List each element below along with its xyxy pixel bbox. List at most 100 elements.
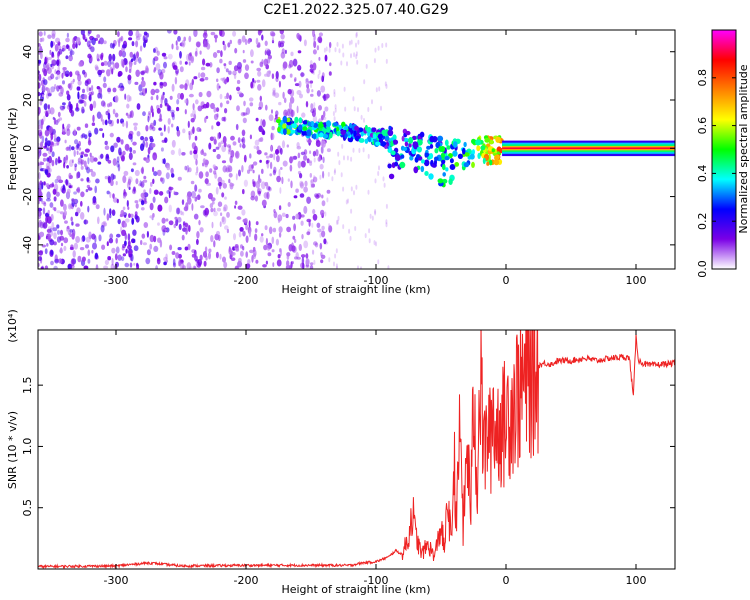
noise-speckle — [81, 106, 85, 114]
noise-speckle — [44, 141, 48, 148]
noise-speckle — [147, 115, 150, 123]
colorbar-ticks: 0.0 0.2 0.4 0.6 0.8 — [696, 69, 736, 278]
noise-speckle — [178, 148, 182, 157]
noise-speckle — [153, 81, 157, 86]
noise-speckle — [143, 222, 149, 228]
noise-speckle — [343, 155, 345, 161]
noise-speckle — [189, 52, 192, 57]
noise-speckle — [280, 33, 285, 40]
snr-frame — [37, 329, 676, 570]
noise-speckle — [245, 263, 251, 269]
noise-speckle — [288, 108, 293, 114]
ridge-blob — [302, 126, 308, 131]
noise-speckle — [230, 135, 235, 141]
noise-speckle — [65, 154, 69, 161]
noise-speckle — [135, 178, 139, 185]
noise-speckle — [103, 60, 108, 66]
noise-speckle — [59, 247, 63, 254]
noise-speckle — [272, 87, 276, 94]
noise-speckle — [208, 248, 212, 253]
noise-speckle — [200, 149, 205, 155]
noise-speckle — [110, 145, 115, 153]
ridge-blob — [381, 129, 388, 136]
noise-speckle — [190, 180, 195, 185]
noise-speckle — [164, 137, 168, 144]
noise-speckle — [68, 101, 72, 108]
noise-speckle — [190, 117, 195, 123]
noise-speckle — [234, 244, 239, 249]
ridge-blob — [442, 164, 446, 171]
noise-speckle — [145, 257, 151, 265]
noise-speckle — [73, 149, 76, 157]
noise-speckle — [107, 87, 111, 93]
noise-speckle — [42, 222, 48, 229]
noise-speckle — [255, 221, 259, 226]
noise-speckle — [357, 107, 359, 113]
noise-speckle — [158, 118, 163, 122]
noise-speckle — [80, 134, 84, 139]
noise-speckle — [109, 132, 114, 138]
noise-speckle — [312, 150, 316, 157]
noise-speckle — [218, 142, 222, 148]
noise-speckle — [190, 129, 193, 136]
noise-speckle — [89, 155, 95, 163]
noise-speckle — [234, 47, 238, 54]
noise-speckle — [124, 143, 130, 151]
noise-speckle — [309, 150, 312, 154]
noise-speckle — [143, 175, 147, 180]
noise-speckle — [264, 50, 267, 56]
noise-speckle — [209, 203, 214, 209]
noise-speckle — [118, 39, 121, 48]
noise-speckle — [38, 107, 41, 115]
noise-speckle — [196, 238, 199, 245]
noise-speckle — [234, 205, 237, 209]
noise-speckle — [52, 142, 58, 147]
noise-speckle — [279, 248, 282, 253]
noise-speckle — [110, 179, 114, 186]
noise-speckle — [240, 250, 244, 257]
ridge-blob — [420, 165, 425, 173]
ridge-blob — [469, 153, 475, 160]
noise-speckle — [160, 177, 163, 182]
noise-speckle — [53, 232, 57, 240]
noise-speckle — [257, 30, 262, 36]
noise-speckle — [183, 36, 186, 42]
noise-speckle — [273, 166, 277, 174]
noise-speckle — [348, 40, 351, 46]
noise-speckle — [266, 183, 269, 190]
noise-speckle — [202, 103, 208, 109]
noise-speckle — [167, 30, 172, 34]
noise-speckle — [222, 165, 228, 173]
noise-speckle — [245, 251, 248, 258]
ridge-blob — [408, 143, 412, 148]
noise-speckle — [275, 76, 279, 82]
noise-speckle — [179, 84, 185, 89]
noise-speckle — [83, 101, 87, 107]
noise-speckle — [228, 70, 232, 75]
y-tick-label: 0.5 — [21, 499, 34, 517]
noise-speckle — [176, 99, 180, 105]
ridge-blob — [440, 152, 445, 159]
noise-speckle — [334, 168, 336, 174]
noise-speckle — [56, 210, 61, 214]
noise-speckle — [95, 66, 99, 71]
noise-speckle — [84, 80, 89, 87]
noise-speckle — [175, 207, 181, 215]
noise-speckle — [206, 90, 212, 98]
noise-speckle — [195, 262, 198, 266]
noise-speckle — [87, 187, 93, 191]
noise-speckle — [111, 258, 114, 266]
noise-speckle — [383, 182, 386, 188]
noise-speckle — [134, 81, 139, 85]
noise-speckle — [251, 254, 254, 263]
noise-speckle — [191, 78, 194, 86]
noise-speckle — [44, 169, 49, 174]
noise-speckle — [145, 125, 149, 132]
noise-speckle — [278, 205, 282, 211]
noise-speckle — [259, 61, 263, 67]
ridge-blob — [326, 120, 331, 128]
noise-speckle — [235, 173, 238, 181]
noise-speckle — [74, 203, 77, 208]
noise-speckle — [127, 206, 130, 210]
noise-speckle — [241, 165, 244, 173]
